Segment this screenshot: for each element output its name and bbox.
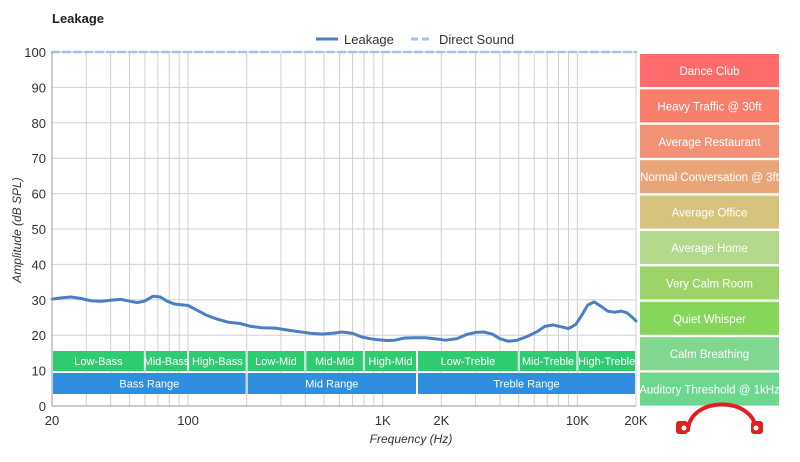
leakage-line (50, 294, 638, 343)
x-tick-label: 100 (177, 413, 199, 428)
ref-average-home-box (640, 231, 779, 264)
band-low-treble-label: Low-Treble (441, 356, 496, 368)
ref-very-calm-room-box (640, 266, 779, 300)
y-tick-label: 60 (32, 187, 46, 202)
band-mid-bass-bar (145, 351, 188, 371)
band-low-bass-label: Low-Bass (74, 356, 123, 368)
axes (51, 52, 636, 407)
frequency-bands: Low-Bass Mid-Bass High-Bass Low-Mid Mid-Mid H… (53, 351, 635, 394)
band-high-mid-label: High-Mid (368, 356, 412, 368)
legend-leakage-label: Leakage (344, 32, 394, 47)
x-tick-label: 20K (624, 413, 647, 428)
ref-average-restaurant-label: Average Restaurant (658, 137, 761, 149)
band-high-bass-bar (189, 351, 246, 371)
band-mid-mid-bar (306, 351, 363, 371)
band-treble-range-bar (418, 373, 635, 394)
ref-auditory-threshold-1khz-box (640, 372, 779, 406)
band-mid-bass-label: Mid-Bass (144, 356, 190, 368)
band-bass-range-bar (53, 373, 246, 394)
ref-quiet-whisper-box (640, 301, 779, 335)
band-high-bass-label: High-Bass (192, 356, 243, 368)
x-tick-label: 2K (433, 413, 449, 428)
band-low-bass-bar (53, 351, 144, 371)
band-high-treble-label: High-Treble (578, 356, 635, 368)
y-tick-label: 100 (24, 45, 46, 60)
ref-heavy-traffic-30ft-box (640, 89, 779, 123)
y-tick-label: 30 (32, 293, 46, 308)
ref-very-calm-room-label: Very Calm Room (666, 278, 753, 290)
ref-dance-club-label: Dance Club (679, 66, 739, 78)
x-tick-label: 10K (566, 413, 589, 428)
ref-normal-conversation-3ft-label: Normal Conversation @ 3ft (640, 172, 780, 184)
ref-heavy-traffic-30ft-label: Heavy Traffic @ 30ft (657, 101, 762, 113)
band-high-mid-bar (364, 351, 417, 371)
headphones-logo-icon (676, 402, 763, 434)
band-mid-treble-bar (519, 351, 577, 371)
x-tick-labels: 20 100 1K 2K 10K 20K (45, 413, 648, 428)
gridlines (51, 51, 637, 407)
ref-normal-conversation-3ft-box (640, 160, 779, 194)
ref-average-office-box (640, 195, 779, 229)
y-tick-labels: 0 10 20 30 40 50 60 70 80 90 100 (24, 45, 46, 414)
band-mid-mid-label: Mid-Mid (315, 356, 354, 368)
band-treble-range-label: Treble Range (493, 379, 559, 391)
chart-title: Leakage (52, 11, 104, 26)
reference-levels: Dance Club Heavy Traffic @ 30ft Average Re… (639, 54, 780, 406)
band-mid-treble-label: Mid-Treble (522, 356, 574, 368)
y-axis-label: Amplitude (dB SPL) (10, 177, 24, 283)
band-low-mid-label: Low-Mid (255, 356, 297, 368)
ref-average-restaurant-box (640, 124, 779, 158)
x-tick-label: 1K (375, 413, 391, 428)
band-mid-range-label: Mid Range (305, 379, 358, 391)
y-tick-label: 20 (32, 328, 46, 343)
band-low-treble-bar (418, 351, 518, 371)
ref-dance-club-box (640, 54, 779, 87)
ref-average-office-label: Average Office (672, 208, 748, 220)
ref-average-home-label: Average Home (671, 243, 748, 255)
y-tick-label: 0 (39, 399, 46, 414)
x-axis-label: Frequency (Hz) (370, 432, 453, 446)
ref-auditory-threshold-1khz-label: Auditory Threshold @ 1kHz (639, 385, 780, 397)
legend: Leakage Direct Sound (316, 32, 514, 47)
band-mid-range-bar (247, 373, 417, 394)
y-tick-label: 50 (32, 222, 46, 237)
ref-calm-breathing-box (640, 337, 779, 371)
y-tick-label: 80 (32, 116, 46, 131)
band-low-mid-bar (247, 351, 305, 371)
y-tick-label: 70 (32, 151, 46, 166)
ref-quiet-whisper-label: Quiet Whisper (673, 314, 746, 326)
series-lines (50, 50, 638, 343)
y-tick-label: 90 (32, 80, 46, 95)
ref-calm-breathing-label: Calm Breathing (670, 349, 749, 361)
band-bass-range-label: Bass Range (119, 379, 179, 391)
x-tick-label: 20 (45, 413, 59, 428)
legend-direct-sound-label: Direct Sound (439, 32, 514, 47)
y-tick-label: 10 (32, 364, 46, 379)
y-tick-label: 40 (32, 257, 46, 272)
band-high-treble-bar (578, 351, 635, 371)
